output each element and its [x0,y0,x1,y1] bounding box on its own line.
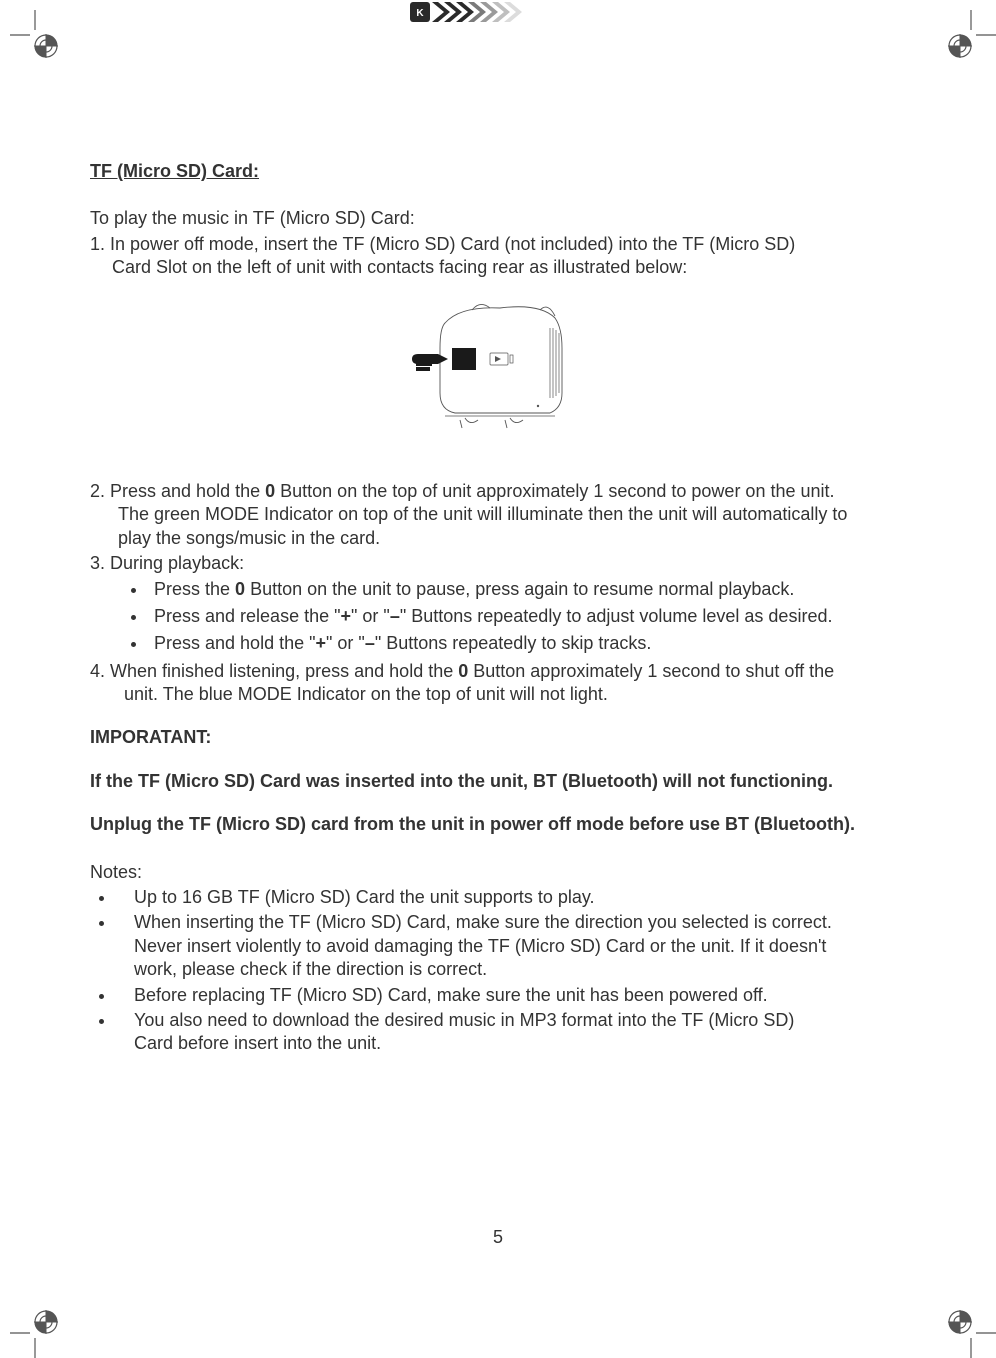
note-4-b: Card before insert into the unit. [134,1032,910,1055]
sd-card-diagram [90,298,910,444]
step-3-bullets: Press the 0 Button on the unit to pause,… [148,578,910,656]
step-1-line-b: Card Slot on the left of unit with conta… [112,256,910,279]
step-2: 2. Press and hold the 0 Button on the to… [90,480,910,503]
step-1-num: 1. [90,234,105,254]
step-3-b2-c: " Buttons repeatedly to adjust volume le… [400,606,833,626]
note-2-c: work, please check if the direction is c… [134,958,910,981]
note-4: You also need to download the desired mu… [116,1009,910,1056]
note-3: Before replacing TF (Micro SD) Card, mak… [116,984,910,1007]
crop-mark-bl [10,1308,50,1348]
step-3-b3-c: " Buttons repeatedly to skip tracks. [375,633,652,653]
header-chevrons-icon: K [410,0,530,29]
step-3-b2-plus: + [341,606,352,626]
step-3-bullet-1: Press the 0 Button on the unit to pause,… [148,578,910,601]
step-1: 1. In power off mode, insert the TF (Mic… [90,233,910,256]
step-3-b3-minus: – [365,633,375,653]
step-2-text-a: Press and hold the [105,481,265,501]
notes-list: Up to 16 GB TF (Micro SD) Card the unit … [116,886,910,1056]
step-3-text-a: During playback: [105,553,244,573]
notes-header: Notes: [90,861,910,884]
crop-mark-br [946,1308,986,1348]
intro-text: To play the music in TF (Micro SD) Card: [90,207,910,230]
step-3-b2-minus: – [390,606,400,626]
section-title: TF (Micro SD) Card: [90,160,910,183]
step-3-b3-a: Press and hold the " [154,633,316,653]
step-4-text-a: When finished listening, press and hold … [105,661,458,681]
note-1: Up to 16 GB TF (Micro SD) Card the unit … [116,886,910,909]
step-4-text-b: Button approximately 1 second to shut of… [468,661,834,681]
note-4-a: You also need to download the desired mu… [134,1010,794,1030]
step-3-b1-a: Press the [154,579,235,599]
step-3-b1-b: Button on the unit to pause, press again… [245,579,794,599]
step-1-line-a: In power off mode, insert the TF (Micro … [105,234,795,254]
important-line-2: Unplug the TF (Micro SD) card from the u… [90,813,910,836]
step-3: 3. During playback: [90,552,910,575]
step-2-text-b: Button on the top of unit approximately … [275,481,834,501]
step-3-b1-btn: 0 [235,579,245,599]
step-3-b3-b: " or " [326,633,365,653]
step-3-bullet-2: Press and release the "+" or "–" Buttons… [148,605,910,628]
important-header: IMPORATANT: [90,726,910,749]
important-line-1: If the TF (Micro SD) Card was inserted i… [90,770,910,793]
step-4-num: 4. [90,661,105,681]
step-3-b3-plus: + [316,633,327,653]
note-2: When inserting the TF (Micro SD) Card, m… [116,911,910,981]
crop-mark-tr [946,10,986,50]
step-2-line-d: play the songs/music in the card. [118,527,910,550]
step-2-line-c: The green MODE Indicator on top of the u… [118,503,910,526]
step-3-num: 3. [90,553,105,573]
step-4-btn: 0 [458,661,468,681]
step-2-num: 2. [90,481,105,501]
step-4: 4. When finished listening, press and ho… [90,660,910,683]
step-3-b2-a: Press and release the " [154,606,341,626]
note-2-a: When inserting the TF (Micro SD) Card, m… [134,912,832,932]
crop-mark-tl [10,10,50,50]
step-3-b2-b: " or " [351,606,390,626]
step-2-button-glyph: 0 [265,481,275,501]
svg-text:K: K [416,8,424,19]
step-3-bullet-3: Press and hold the "+" or "–" Buttons re… [148,632,910,655]
note-2-b: Never insert violently to avoid damaging… [134,935,910,958]
page-number: 5 [0,1227,996,1248]
step-4-line-c: unit. The blue MODE Indicator on the top… [124,683,910,706]
page-content: TF (Micro SD) Card: To play the music in… [90,160,910,1058]
